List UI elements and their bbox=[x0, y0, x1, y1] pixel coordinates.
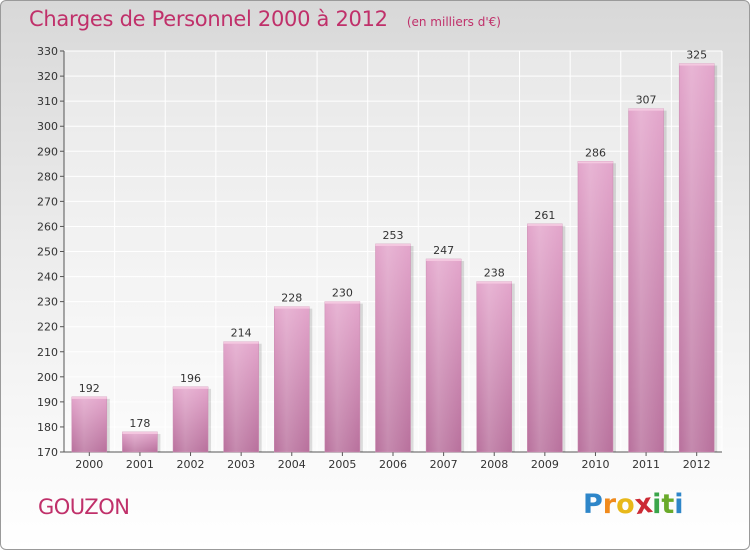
bar-highlight bbox=[122, 431, 158, 452]
bar-highlight bbox=[324, 301, 360, 452]
bar-top bbox=[527, 223, 563, 226]
bar-highlight bbox=[375, 243, 411, 452]
bar-top bbox=[71, 396, 107, 399]
y-tick-label: 180 bbox=[37, 421, 58, 434]
bar-value-label: 230 bbox=[332, 287, 353, 300]
bar-top bbox=[223, 341, 259, 344]
bar-value-label: 286 bbox=[585, 146, 606, 159]
bar-highlight bbox=[679, 63, 715, 452]
bar-highlight bbox=[527, 223, 563, 452]
logo-letter: o bbox=[616, 489, 635, 520]
bar-top bbox=[324, 301, 360, 304]
bar-top bbox=[122, 431, 158, 434]
bar-top bbox=[679, 63, 715, 66]
y-tick-label: 330 bbox=[37, 45, 58, 58]
bar-value-label: 178 bbox=[129, 417, 150, 430]
chart-title: Charges de Personnel 2000 à 2012 bbox=[29, 7, 388, 31]
bar-value-label: 192 bbox=[79, 382, 100, 395]
bar-highlight bbox=[476, 281, 512, 452]
x-tick-label: 2011 bbox=[632, 458, 660, 471]
y-tick-label: 300 bbox=[37, 120, 58, 133]
logo-letter: r bbox=[602, 489, 617, 520]
bar-top bbox=[375, 243, 411, 246]
bar-top bbox=[426, 259, 462, 262]
x-tick-label: 2001 bbox=[126, 458, 154, 471]
bar-value-label: 238 bbox=[484, 267, 505, 280]
title-row: Charges de Personnel 2000 à 2012 (en mil… bbox=[29, 7, 501, 31]
bar-top bbox=[476, 281, 512, 284]
x-tick-label: 2006 bbox=[379, 458, 407, 471]
bar-value-label: 196 bbox=[180, 372, 201, 385]
y-tick-label: 220 bbox=[37, 321, 58, 334]
bar-highlight bbox=[426, 259, 462, 452]
y-tick-label: 190 bbox=[37, 396, 58, 409]
bar-value-label: 307 bbox=[636, 94, 657, 107]
logo-letter: x bbox=[632, 487, 655, 522]
y-tick-label: 250 bbox=[37, 246, 58, 259]
bar-highlight bbox=[577, 161, 613, 452]
x-tick-label: 2004 bbox=[278, 458, 306, 471]
axis-layer: 170 180 190 200 210 220 230 240 250 260 270 280 290 3… bbox=[37, 45, 722, 471]
bar-value-label: 228 bbox=[281, 292, 302, 305]
y-tick-label: 210 bbox=[37, 346, 58, 359]
y-tick-label: 200 bbox=[37, 371, 58, 384]
x-tick-label: 2003 bbox=[227, 458, 255, 471]
bar-top bbox=[577, 161, 613, 164]
y-tick-label: 260 bbox=[37, 220, 58, 233]
bar-top bbox=[274, 306, 310, 309]
bar-value-label: 261 bbox=[534, 209, 555, 222]
x-tick-label: 2007 bbox=[430, 458, 458, 471]
x-tick-label: 2010 bbox=[581, 458, 609, 471]
bar-value-label: 253 bbox=[383, 229, 404, 242]
bar-highlight bbox=[628, 108, 664, 453]
bar-highlight bbox=[223, 341, 259, 452]
x-tick-label: 2009 bbox=[531, 458, 559, 471]
bar-top bbox=[628, 108, 664, 111]
y-tick-label: 270 bbox=[37, 195, 58, 208]
y-tick-label: 310 bbox=[37, 95, 58, 108]
bar-value-label: 214 bbox=[231, 327, 252, 340]
y-tick-label: 170 bbox=[37, 446, 58, 459]
x-tick-label: 2005 bbox=[328, 458, 356, 471]
x-tick-label: 2000 bbox=[75, 458, 103, 471]
chart-subtitle: (en milliers d'€) bbox=[406, 15, 501, 29]
bar-highlight bbox=[71, 396, 107, 452]
bar-top bbox=[173, 386, 209, 389]
commune-name: GOUZON bbox=[38, 495, 130, 519]
y-tick-label: 320 bbox=[37, 70, 58, 83]
bar-value-label: 247 bbox=[433, 244, 454, 257]
bar-highlight bbox=[173, 386, 209, 452]
bar-layer bbox=[71, 63, 718, 453]
x-tick-label: 2002 bbox=[177, 458, 205, 471]
logo-letter: i bbox=[652, 489, 662, 520]
logo-letter: t bbox=[661, 489, 675, 520]
y-tick-label: 290 bbox=[37, 145, 58, 158]
label-layer: 192 178 196 214 228 230 253 247 238 261 286 307 325 bbox=[79, 49, 707, 430]
x-tick-label: 2008 bbox=[480, 458, 508, 471]
logo-letter: P bbox=[583, 489, 603, 520]
x-tick-label: 2012 bbox=[683, 458, 711, 471]
y-tick-label: 230 bbox=[37, 296, 58, 309]
bar-value-label: 325 bbox=[686, 49, 707, 62]
proxiti-logo: Proxiti bbox=[583, 487, 684, 522]
y-tick-label: 240 bbox=[37, 271, 58, 284]
bar-highlight bbox=[274, 306, 310, 452]
logo-letter: i bbox=[674, 489, 684, 520]
y-tick-label: 280 bbox=[37, 170, 58, 183]
